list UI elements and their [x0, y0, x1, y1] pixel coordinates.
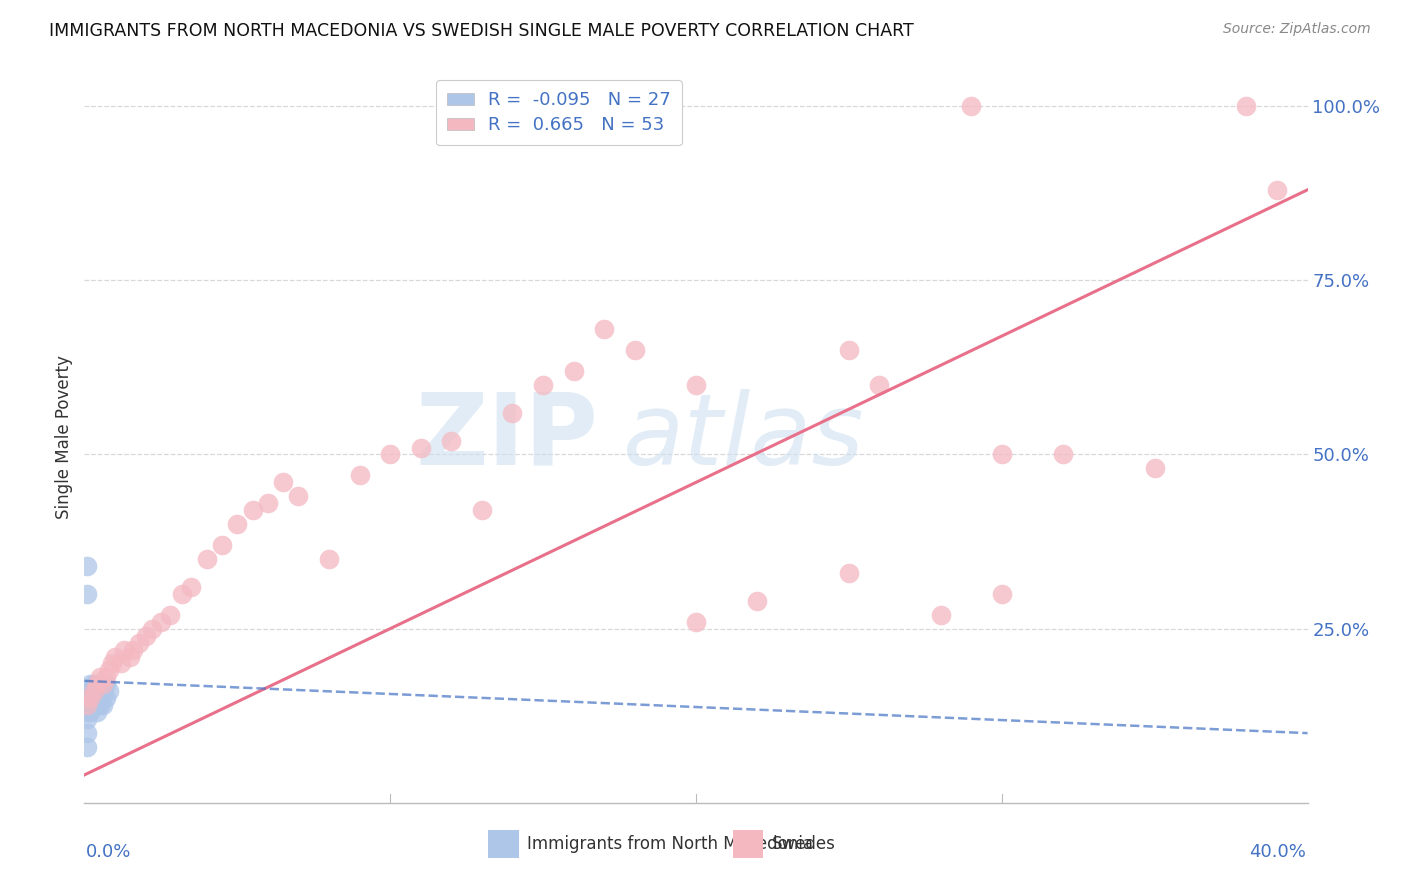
Bar [733, 830, 763, 858]
Point [86, 677, 108, 691]
Point [94, 691, 117, 706]
Point [838, 566, 860, 580]
Point [86, 677, 108, 691]
Point [76, 726, 98, 740]
Point [242, 503, 264, 517]
Point [91, 684, 114, 698]
Point [91, 698, 114, 713]
Point [287, 489, 309, 503]
Text: Source: ZipAtlas.com: Source: ZipAtlas.com [1223, 22, 1371, 37]
Point [271, 475, 294, 490]
Point [76, 712, 98, 726]
Point [531, 377, 554, 392]
Point [86, 705, 108, 719]
Point [76, 587, 98, 601]
Point [991, 448, 1014, 462]
Point [149, 615, 172, 629]
Point [159, 607, 181, 622]
Text: 0.0%: 0.0% [86, 843, 131, 861]
Point [83, 684, 105, 698]
Point [172, 587, 194, 601]
Legend: R =  -0.095   N = 27, R =  0.665   N = 53: R = -0.095 N = 27, R = 0.665 N = 53 [436, 80, 682, 145]
Y-axis label: Single Male Poverty: Single Male Poverty [55, 355, 73, 519]
Point [180, 580, 202, 594]
Point [195, 552, 218, 566]
Point [1052, 448, 1074, 462]
Point [440, 434, 463, 448]
Point [502, 406, 524, 420]
Text: atlas: atlas [623, 389, 865, 485]
Point [349, 468, 371, 483]
Point [79, 684, 101, 698]
Point [79, 691, 101, 706]
Point [380, 448, 402, 462]
Point [79, 677, 101, 691]
Point [991, 587, 1014, 601]
Point [685, 377, 707, 392]
Point [141, 622, 163, 636]
Text: Immigrants from North Macedonia: Immigrants from North Macedonia [527, 835, 813, 853]
Point [94, 670, 117, 684]
Text: 40.0%: 40.0% [1250, 843, 1306, 861]
Point [685, 615, 707, 629]
Point [869, 377, 891, 392]
Point [79, 705, 101, 719]
Point [89, 691, 111, 706]
Point [79, 691, 101, 706]
Point [89, 698, 111, 713]
Point [101, 657, 124, 671]
Text: Swedes: Swedes [772, 835, 835, 853]
Point [112, 642, 135, 657]
Point [838, 343, 860, 357]
Point [1265, 183, 1288, 197]
Point [593, 322, 616, 336]
Point [409, 441, 432, 455]
Point [122, 642, 145, 657]
Point [83, 698, 105, 713]
Point [110, 657, 132, 671]
Point [120, 649, 142, 664]
Point [471, 503, 494, 517]
Point [257, 496, 280, 510]
Point [76, 558, 98, 573]
Point [226, 517, 249, 532]
Point [128, 635, 150, 649]
Point [86, 698, 108, 713]
Point [1143, 461, 1166, 475]
Point [83, 691, 105, 706]
Point [97, 684, 120, 698]
Text: ZIP: ZIP [415, 389, 598, 485]
Point [83, 684, 105, 698]
Point [929, 607, 952, 622]
Point [76, 705, 98, 719]
Bar [488, 830, 519, 858]
Point [89, 670, 111, 684]
Point [104, 649, 127, 664]
Point [1236, 99, 1258, 113]
Point [91, 677, 114, 691]
Point [318, 552, 340, 566]
Point [747, 594, 769, 608]
Point [83, 677, 105, 691]
Point [97, 664, 120, 678]
Point [211, 538, 233, 552]
Point [76, 740, 98, 755]
Text: IMMIGRANTS FROM NORTH MACEDONIA VS SWEDISH SINGLE MALE POVERTY CORRELATION CHART: IMMIGRANTS FROM NORTH MACEDONIA VS SWEDI… [49, 22, 914, 40]
Point [86, 691, 108, 706]
Point [94, 677, 117, 691]
Point [86, 684, 108, 698]
Point [89, 677, 111, 691]
Point [562, 364, 585, 378]
Point [135, 629, 157, 643]
Point [76, 698, 98, 713]
Point [960, 99, 983, 113]
Point [624, 343, 647, 357]
Point [76, 691, 98, 706]
Point [76, 698, 98, 713]
